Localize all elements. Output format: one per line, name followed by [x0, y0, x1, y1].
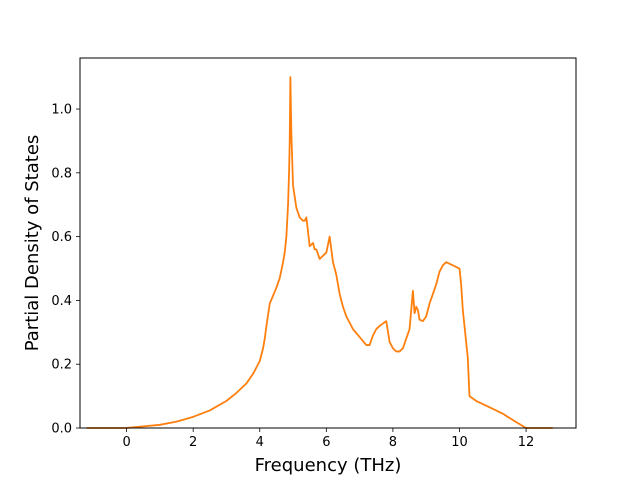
y-tick-label: 0.2: [51, 358, 72, 373]
y-axis-label: Partial Density of States: [22, 135, 43, 352]
x-tick-label: 10: [451, 435, 468, 450]
x-tick-label: 8: [389, 435, 397, 450]
y-tick-label: 0.4: [51, 294, 72, 309]
series-layer: [86, 76, 553, 429]
x-tick-label: 2: [189, 435, 197, 450]
x-ticks: 0 2 4 6 8 10 12: [122, 428, 534, 450]
y-tick-label: 0.6: [51, 230, 72, 245]
x-tick-label: 4: [256, 435, 264, 450]
x-tick-label: 6: [322, 435, 330, 450]
y-ticks: 0.0 0.2 0.4 0.6 0.8 1.0: [51, 103, 80, 437]
y-tick-label: 0.8: [51, 166, 72, 181]
plot-frame: [79, 57, 577, 429]
y-tick-label: 0.0: [51, 422, 72, 437]
x-axis-label: Frequency (THz): [255, 455, 402, 476]
y-tick-label: 1.0: [51, 103, 72, 118]
x-tick-label: 12: [518, 435, 535, 450]
x-tick-label: 0: [122, 435, 130, 450]
series-line-0: [86, 76, 553, 429]
